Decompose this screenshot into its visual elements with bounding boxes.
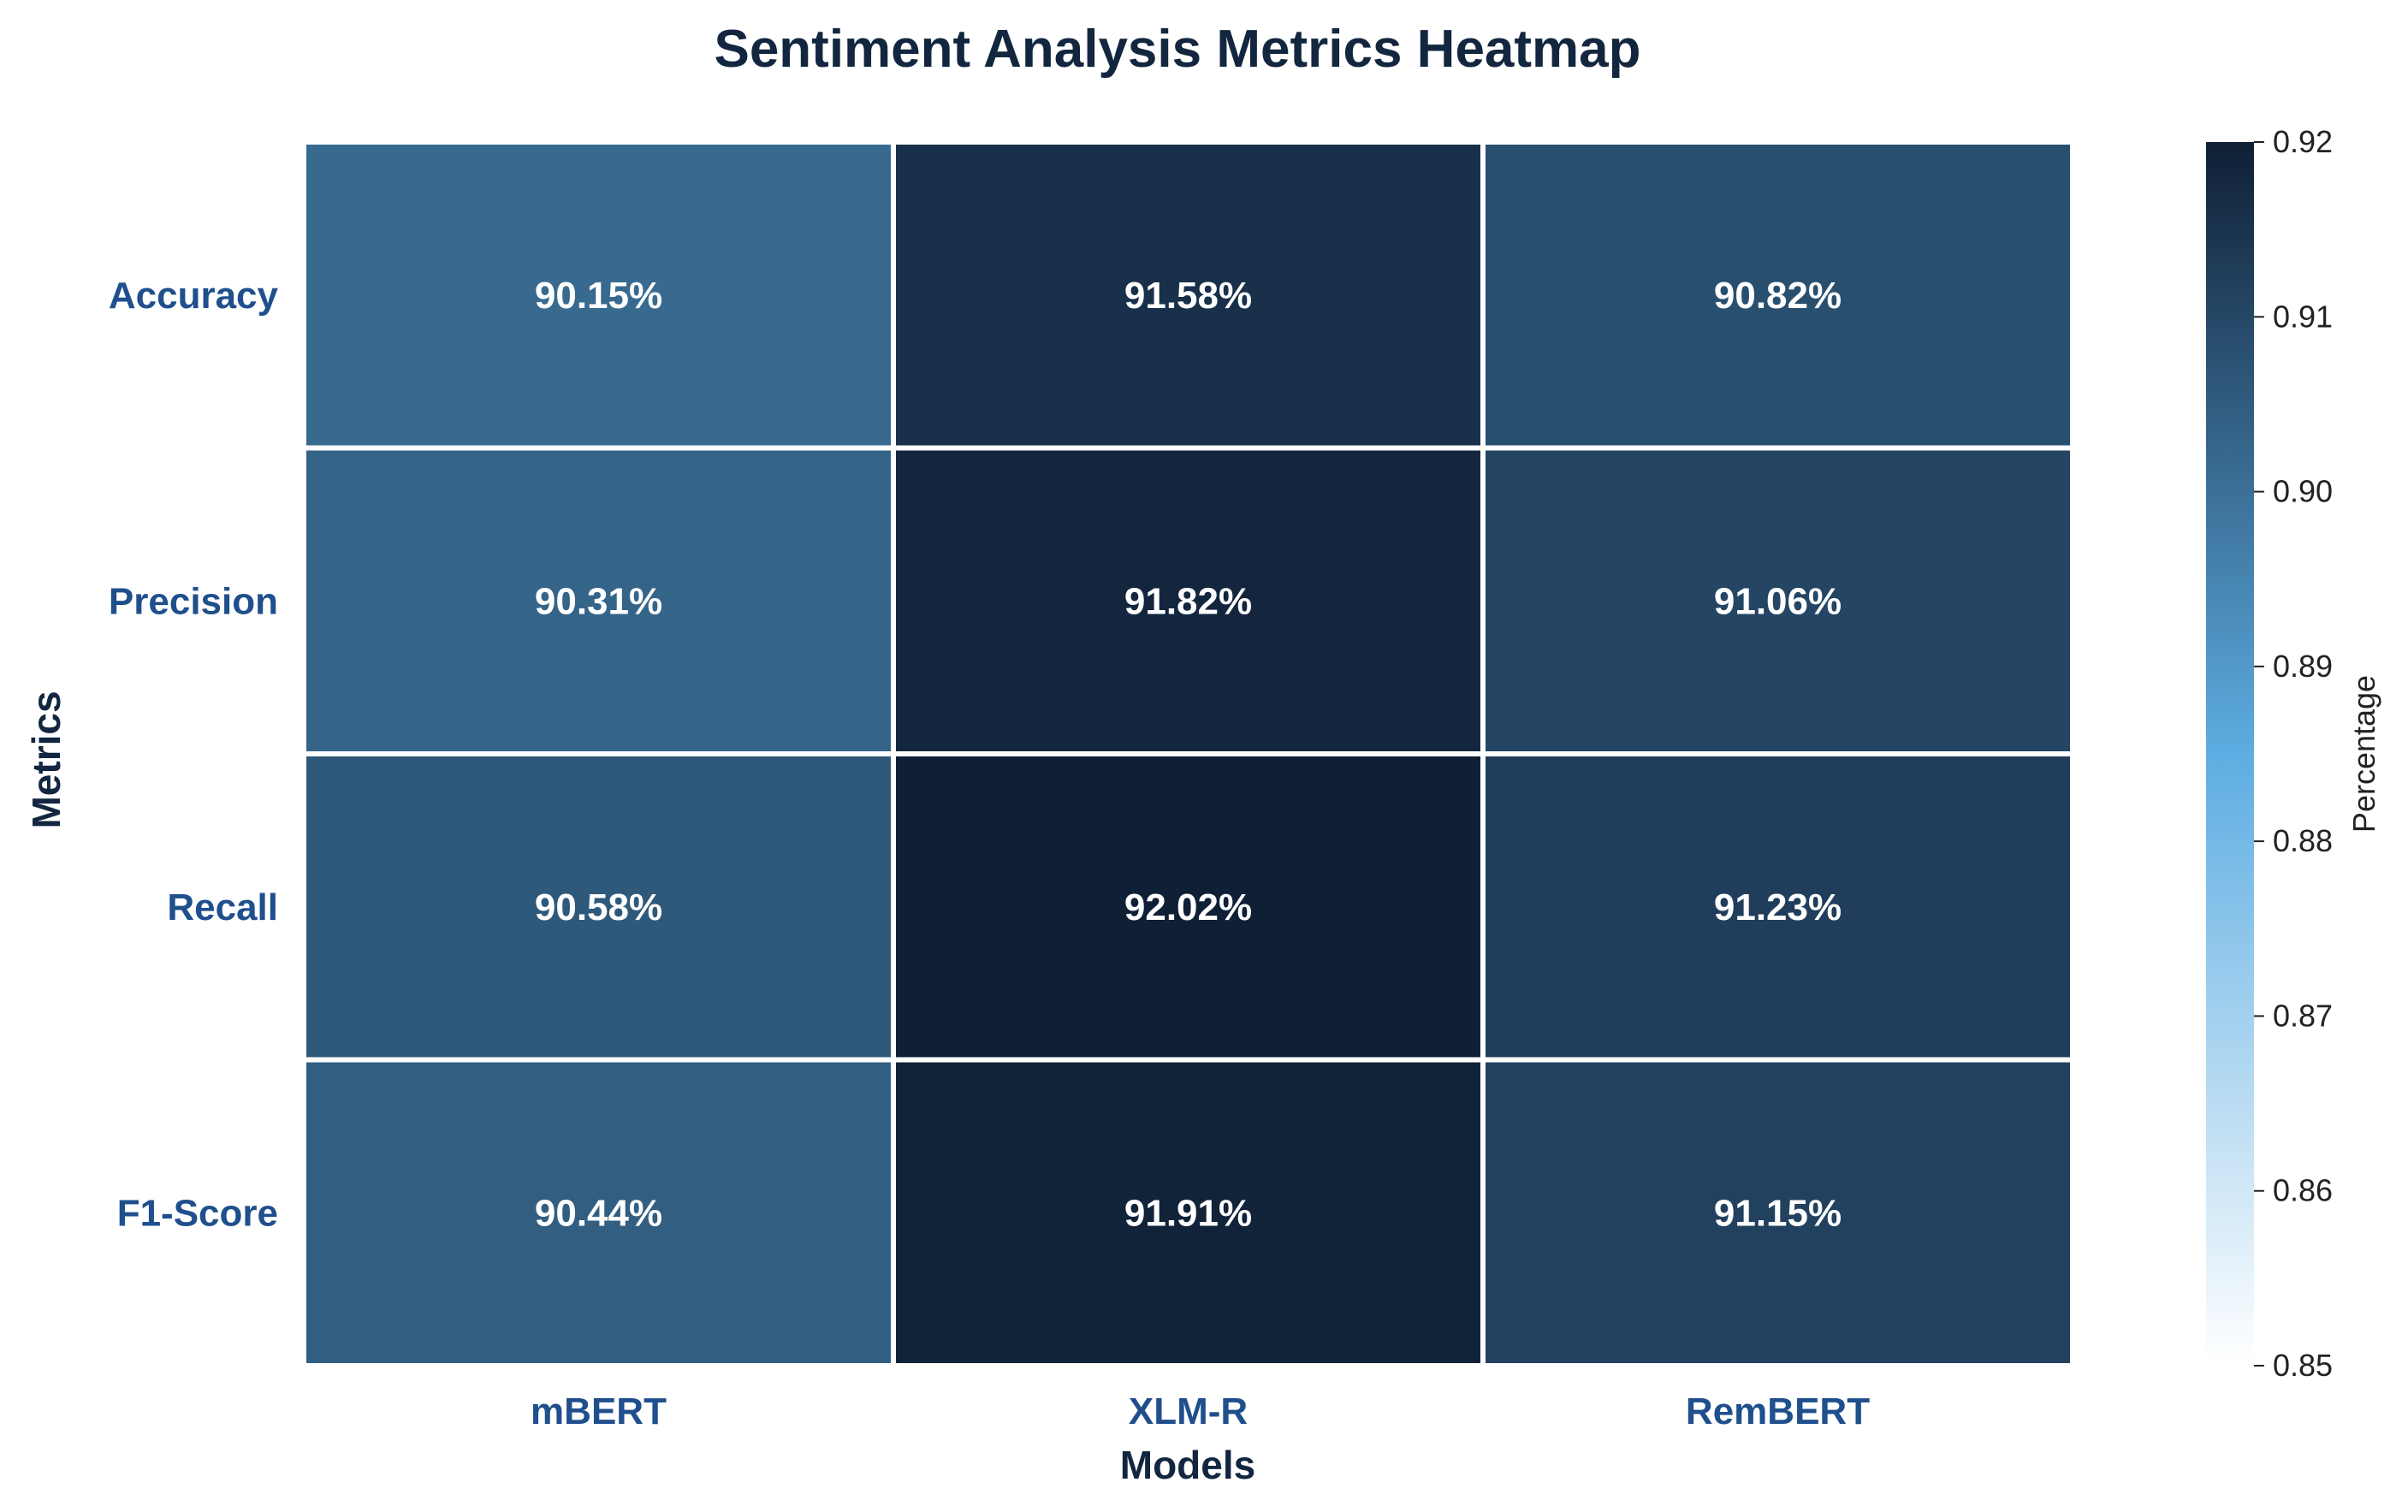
- heatmap-cell: [1486, 756, 2070, 1058]
- x-tick-label: mBERT: [531, 1390, 667, 1432]
- heatmap-cells: 90.15% 91.58% 90.82% 90.31% 91.82% 91.06% 90.5…: [306, 145, 2070, 1363]
- y-tick-label: Accuracy: [109, 275, 279, 317]
- cell-value-label: 91.15%: [1714, 1192, 1842, 1234]
- cell-value-label: 91.23%: [1714, 886, 1842, 928]
- cell-value-label: 91.82%: [1124, 580, 1252, 622]
- x-axis-title: Models: [1120, 1443, 1255, 1487]
- heatmap-cell: [896, 145, 1480, 446]
- y-tick-label: Precision: [109, 580, 278, 622]
- heatmap-cell: [306, 756, 891, 1058]
- colorbar-gradient: [2206, 142, 2254, 1366]
- x-tick-label: XLM-R: [1129, 1390, 1248, 1432]
- colorbar-tick-label: 0.90: [2273, 474, 2333, 509]
- cell-value-label: 90.44%: [535, 1192, 662, 1234]
- colorbar-tick-label: 0.86: [2273, 1173, 2333, 1208]
- cell-value-label: 91.06%: [1714, 580, 1842, 622]
- y-tick-label: F1-Score: [117, 1192, 278, 1234]
- heatmap-cell: [306, 450, 891, 751]
- cell-value-label: 91.58%: [1124, 275, 1252, 317]
- colorbar-tick-label: 0.91: [2273, 299, 2333, 334]
- heatmap-cell: [896, 1062, 1480, 1363]
- y-tick-labels: Accuracy Precision Recall F1-Score: [109, 275, 279, 1235]
- heatmap-cell: [306, 145, 891, 446]
- heatmap-cell: [1486, 145, 2070, 446]
- colorbar-tick-label: 0.85: [2273, 1348, 2333, 1383]
- colorbar-tick-label: 0.89: [2273, 649, 2333, 684]
- x-tick-labels: mBERT XLM-R RemBERT: [531, 1390, 1870, 1432]
- colorbar-tick-label: 0.87: [2273, 998, 2333, 1033]
- y-axis-title: Metrics: [24, 691, 68, 828]
- cell-value-label: 91.91%: [1124, 1192, 1252, 1234]
- colorbar-tick-label: 0.88: [2273, 823, 2333, 858]
- cell-value-label: 90.82%: [1714, 275, 1842, 317]
- chart-title: Sentiment Analysis Metrics Heatmap: [714, 20, 1640, 79]
- heatmap-cell: [306, 1062, 891, 1363]
- y-tick-label: Recall: [167, 886, 278, 928]
- colorbar-tick-label: 0.92: [2273, 124, 2333, 159]
- colorbar-ticks: 0.85 0.86 0.87 0.88 0.89 0.90 0.91 0.92: [2254, 124, 2333, 1383]
- heatmap-cell: [1486, 450, 2070, 751]
- cell-value-label: 90.15%: [535, 275, 662, 317]
- heatmap-cell: [896, 756, 1480, 1058]
- cell-value-label: 90.31%: [535, 580, 662, 622]
- x-tick-label: RemBERT: [1686, 1390, 1870, 1432]
- heatmap-cell: [1486, 1062, 2070, 1363]
- cell-value-label: 92.02%: [1124, 886, 1252, 928]
- colorbar-label: Percentage: [2346, 675, 2381, 833]
- heatmap-cell: [896, 450, 1480, 751]
- colorbar: 0.85 0.86 0.87 0.88 0.89 0.90 0.91 0.92 Percent…: [2206, 124, 2381, 1383]
- cell-value-label: 90.58%: [535, 886, 662, 928]
